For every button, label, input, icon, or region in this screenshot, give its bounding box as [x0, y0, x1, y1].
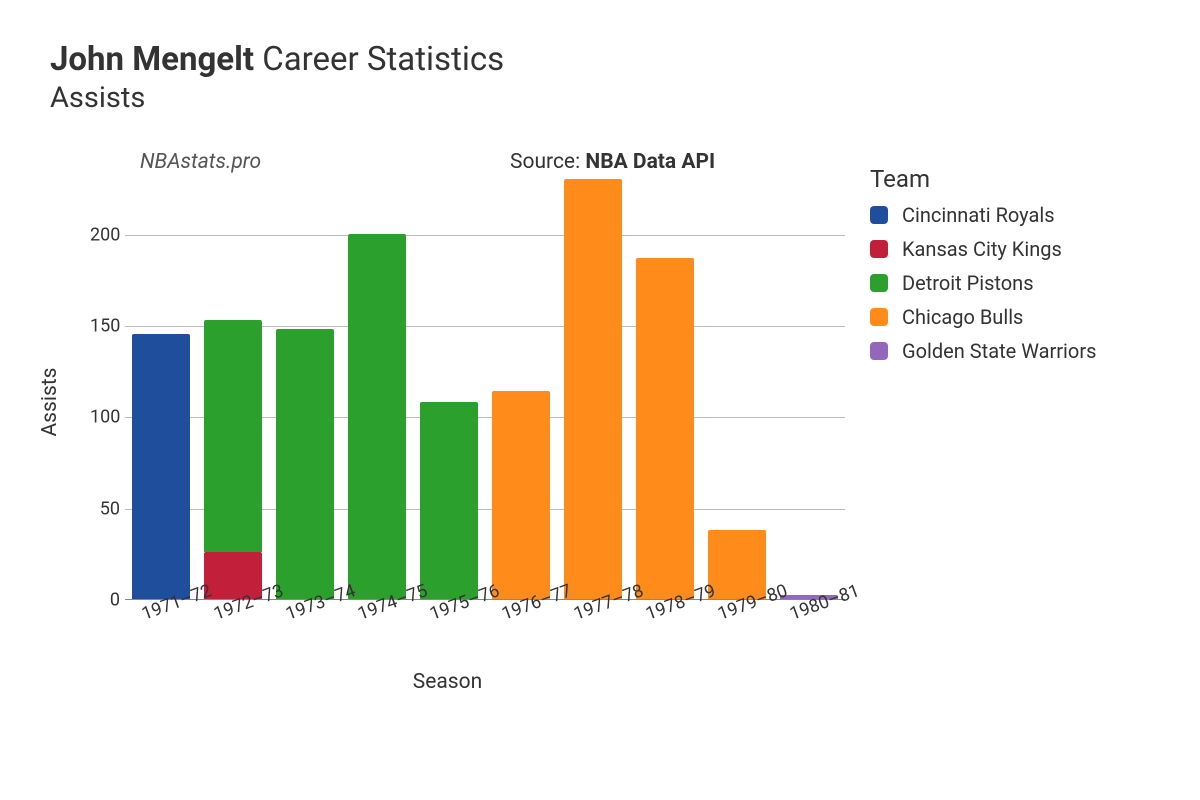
- bar-segment: [204, 320, 262, 552]
- y-tick: 100: [90, 407, 120, 428]
- legend-label: Chicago Bulls: [902, 305, 1023, 329]
- bar-segment: [348, 234, 406, 599]
- legend-item: Cincinnati Royals: [870, 203, 1096, 227]
- y-axis-label: Assists: [38, 367, 62, 436]
- chart-title: John Mengelt Career Statistics: [50, 40, 504, 79]
- bar-slot: [564, 179, 622, 599]
- legend-swatch: [870, 240, 888, 258]
- legend-swatch: [870, 206, 888, 224]
- x-axis-label: Season: [50, 670, 845, 694]
- watermark: NBAstats.pro: [140, 150, 261, 174]
- legend-label: Detroit Pistons: [902, 271, 1034, 295]
- bar-segment: [420, 402, 478, 599]
- bar-segment: [276, 329, 334, 599]
- bar-slot: [780, 179, 838, 599]
- legend-label: Cincinnati Royals: [902, 203, 1055, 227]
- y-tick: 50: [90, 498, 120, 519]
- legend-item: Chicago Bulls: [870, 305, 1096, 329]
- chart-subtitle: Assists: [50, 81, 504, 115]
- y-tick: 200: [90, 224, 120, 245]
- bar-segment: [636, 258, 694, 599]
- source-name: NBA Data API: [585, 150, 715, 174]
- bar-slot: [276, 179, 334, 599]
- legend: Team Cincinnati Royals Kansas City Kings D…: [870, 165, 1096, 373]
- bar-segment: [492, 391, 550, 599]
- bar-segment: [564, 179, 622, 599]
- legend-swatch: [870, 342, 888, 360]
- legend-label: Golden State Warriors: [902, 339, 1096, 363]
- legend-label: Kansas City Kings: [902, 237, 1062, 261]
- bar-slot: [204, 179, 262, 599]
- title-rest: Career Statistics: [254, 40, 504, 79]
- y-tick: 150: [90, 316, 120, 337]
- title-name: John Mengelt: [50, 40, 254, 79]
- source-attribution: Source: NBA Data API: [510, 150, 715, 174]
- legend-swatch: [870, 308, 888, 326]
- bar-slot: [420, 179, 478, 599]
- legend-title: Team: [870, 165, 1096, 193]
- legend-item: Kansas City Kings: [870, 237, 1096, 261]
- legend-swatch: [870, 274, 888, 292]
- bar-slot: [132, 179, 190, 599]
- bar-slot: [636, 179, 694, 599]
- bar-slot: [708, 179, 766, 599]
- bar-slot: [348, 179, 406, 599]
- source-prefix: Source:: [510, 150, 585, 174]
- y-tick: 0: [90, 590, 120, 611]
- bar-slot: [492, 179, 550, 599]
- plot-region: [125, 180, 845, 600]
- title-block: John Mengelt Career Statistics Assists: [50, 40, 504, 115]
- bar-segment: [132, 334, 190, 599]
- legend-items: Cincinnati Royals Kansas City Kings Detroi…: [870, 203, 1096, 363]
- legend-item: Golden State Warriors: [870, 339, 1096, 363]
- legend-item: Detroit Pistons: [870, 271, 1096, 295]
